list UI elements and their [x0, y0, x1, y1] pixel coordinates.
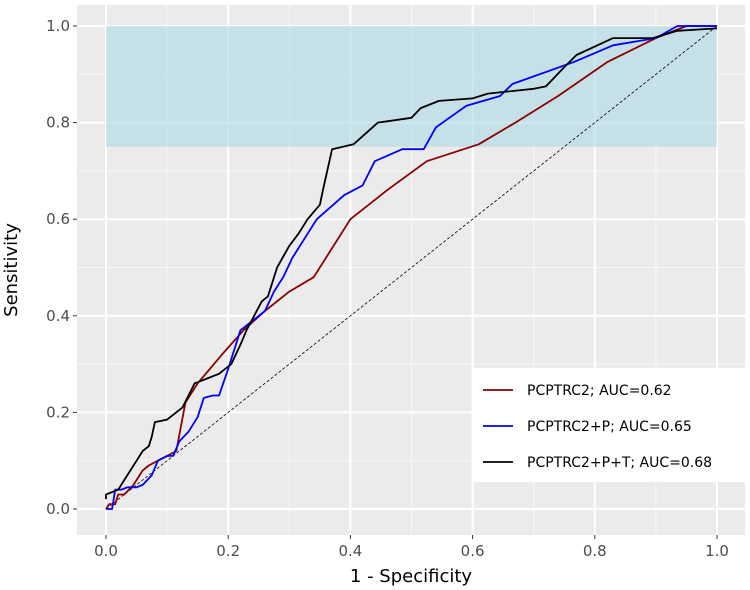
x-axis-title: 1 - Specificity — [350, 566, 473, 587]
x-tick-label: 0.4 — [338, 542, 362, 560]
y-tick-label: 0.2 — [46, 403, 70, 421]
legend-label-3: PCPTRC2+P+T; AUC=0.68 — [527, 455, 712, 471]
y-tick-label: 0.8 — [46, 114, 70, 132]
legend: PCPTRC2; AUC=0.62 PCPTRC2+P; AUC=0.65 PCPT… — [472, 368, 745, 482]
y-axis-title: Sensitivity — [1, 223, 22, 317]
y-tick-label: 0.6 — [46, 210, 70, 228]
x-tick-label: 1.0 — [705, 542, 729, 560]
y-tick-label: 0.0 — [46, 500, 70, 518]
x-tick-label: 0.2 — [216, 542, 240, 560]
series-line-2 — [106, 25, 717, 510]
y-tick-label: 1.0 — [46, 17, 70, 35]
legend-background — [472, 368, 745, 482]
series-line-3 — [105, 27, 718, 500]
legend-label-1: PCPTRC2; AUC=0.62 — [527, 383, 672, 399]
x-axis: 0.0 0.2 0.4 0.6 0.8 1.0 — [94, 535, 729, 560]
legend-label-2: PCPTRC2+P; AUC=0.65 — [527, 419, 692, 435]
series-line-1 — [105, 25, 717, 510]
highlight-region — [106, 26, 717, 147]
y-axis: 0.0 0.2 0.4 0.6 0.8 1.0 — [46, 17, 77, 518]
x-tick-label: 0.0 — [94, 542, 118, 560]
x-tick-label: 0.8 — [583, 542, 607, 560]
y-tick-label: 0.4 — [46, 307, 70, 325]
x-tick-label: 0.6 — [461, 542, 485, 560]
series-layer — [105, 25, 718, 510]
